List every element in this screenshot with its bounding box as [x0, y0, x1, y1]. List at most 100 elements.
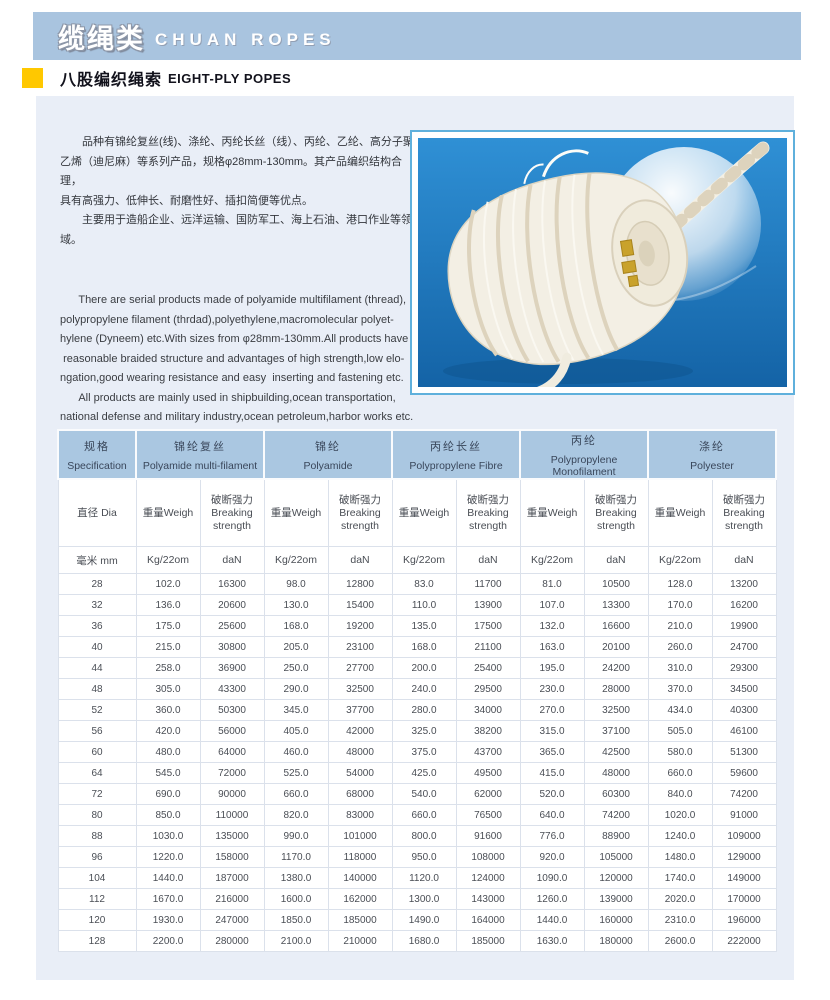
section-title-en: EIGHT-PLY POPES: [168, 70, 292, 86]
table-cell: 20100: [583, 636, 649, 658]
table-cell: 36900: [199, 657, 265, 679]
table-cell: 40300: [711, 699, 777, 721]
table-row: 32 136.0 20600 130.0 15400 110.0 13900 107.0 133…: [57, 594, 777, 616]
table-cell: 108000: [455, 846, 521, 868]
table-cell: 110.0: [391, 594, 457, 616]
column-group-label-zh: 丙纶: [571, 434, 598, 447]
table-row: 104 1440.0 187000 1380.0 140000 1120.0 124000 1…: [57, 867, 777, 889]
table-cell: 135.0: [391, 615, 457, 637]
table-cell: 68000: [327, 783, 393, 805]
table-cell: 216000: [199, 888, 265, 910]
table-cell: 195.0: [519, 657, 585, 679]
specification-table: 规格 Specification 锦纶复丝 Polyamide multi-filam…: [57, 429, 778, 952]
table-cell: 24700: [711, 636, 777, 658]
table-cell: 88900: [583, 825, 649, 847]
diameter-value: 80: [57, 804, 137, 826]
table-cell: 280.0: [391, 699, 457, 721]
breaking-strength-subheader: 破断强力 Breaking strength: [455, 478, 521, 547]
table-cell: 12800: [327, 573, 393, 595]
table-row: 56 420.0 56000 405.0 42000 325.0 38200 315.0 371…: [57, 720, 777, 742]
table-cell: 210.0: [647, 615, 713, 637]
diameter-value: 96: [57, 846, 137, 868]
table-cell: 17500: [455, 615, 521, 637]
page-title-en: CHUAN ROPES: [155, 30, 336, 49]
table-cell: 840.0: [647, 783, 713, 805]
table-cell: 460.0: [263, 741, 329, 763]
rope-tag: [619, 239, 640, 288]
table-cell: 107.0: [519, 594, 585, 616]
table-cell: 15400: [327, 594, 393, 616]
diameter-value: 112: [57, 888, 137, 910]
table-cell: 776.0: [519, 825, 585, 847]
table-row: 64 545.0 72000 525.0 54000 425.0 49500 415.0 480…: [57, 762, 777, 784]
table-cell: 170000: [711, 888, 777, 910]
table-cell: 1300.0: [391, 888, 457, 910]
table-cell: 28000: [583, 678, 649, 700]
table-cell: 365.0: [519, 741, 585, 763]
table-cell: 1930.0: [135, 909, 201, 931]
table-cell: 140000: [327, 867, 393, 889]
table-cell: 25400: [455, 657, 521, 679]
table-cell: 545.0: [135, 762, 201, 784]
table-cell: 222000: [711, 930, 777, 952]
weight-unit: Kg/22om: [519, 546, 585, 574]
table-cell: 59600: [711, 762, 777, 784]
table-row: 52 360.0 50300 345.0 37700 280.0 34000 270.0 325…: [57, 699, 777, 721]
table-cell: 205.0: [263, 636, 329, 658]
table-cell: 990.0: [263, 825, 329, 847]
table-cell: 38200: [455, 720, 521, 742]
weight-unit: Kg/22om: [391, 546, 457, 574]
table-cell: 1030.0: [135, 825, 201, 847]
diameter-value: 32: [57, 594, 137, 616]
table-cell: 690.0: [135, 783, 201, 805]
column-group-label-zh: 锦纶: [315, 440, 341, 453]
breaking-strength-subheader: 破断强力 Breaking strength: [583, 478, 649, 547]
diameter-value: 44: [57, 657, 137, 679]
table-row: 36 175.0 25600 168.0 19200 135.0 17500 132.0 166…: [57, 615, 777, 637]
table-cell: 132.0: [519, 615, 585, 637]
table-row: 80 850.0 110000 820.0 83000 660.0 76500 640.0 74…: [57, 804, 777, 826]
column-group-label-zh: 锦纶复丝: [174, 440, 226, 453]
table-cell: 110000: [199, 804, 265, 826]
table-cell: 158000: [199, 846, 265, 868]
table-cell: 16600: [583, 615, 649, 637]
table-cell: 185000: [455, 930, 521, 952]
table-cell: 13200: [711, 573, 777, 595]
column-group-label-en: Polypropylene Fibre: [409, 459, 503, 472]
breaking-strength-unit: daN: [711, 546, 777, 574]
diameter-value: 128: [57, 930, 137, 952]
table-cell: 1380.0: [263, 867, 329, 889]
table-cell: 1120.0: [391, 867, 457, 889]
table-cell: 800.0: [391, 825, 457, 847]
table-cell: 1630.0: [519, 930, 585, 952]
table-cell: 196000: [711, 909, 777, 931]
table-cell: 660.0: [391, 804, 457, 826]
weight-subheader: 重量Weigh: [519, 478, 585, 547]
table-cell: 1850.0: [263, 909, 329, 931]
table-cell: 1600.0: [263, 888, 329, 910]
diameter-value: 48: [57, 678, 137, 700]
diameter-unit: 毫米 mm: [57, 546, 137, 574]
product-photo: [410, 130, 795, 396]
table-cell: 1680.0: [391, 930, 457, 952]
table-cell: 540.0: [391, 783, 457, 805]
table-cell: 149000: [711, 867, 777, 889]
table-cell: 660.0: [647, 762, 713, 784]
table-cell: 19200: [327, 615, 393, 637]
intro-paragraph-en: There are serial products made of polyam…: [60, 294, 414, 423]
diameter-value: 64: [57, 762, 137, 784]
specification-table-body: 28 102.0 16300 98.0 12800 83.0 11700 81.0 10500 1…: [57, 573, 777, 952]
column-group-label-en: Specification: [67, 459, 127, 472]
table-cell: 168.0: [391, 636, 457, 658]
table-cell: 370.0: [647, 678, 713, 700]
table-cell: 290.0: [263, 678, 329, 700]
table-cell: 1670.0: [135, 888, 201, 910]
table-cell: 1440.0: [519, 909, 585, 931]
table-cell: 143000: [455, 888, 521, 910]
table-cell: 820.0: [263, 804, 329, 826]
table-cell: 50300: [199, 699, 265, 721]
table-cell: 2310.0: [647, 909, 713, 931]
table-row: 128 2200.0 280000 2100.0 210000 1680.0 185000 1…: [57, 930, 777, 952]
table-cell: 62000: [455, 783, 521, 805]
table-cell: 129000: [711, 846, 777, 868]
